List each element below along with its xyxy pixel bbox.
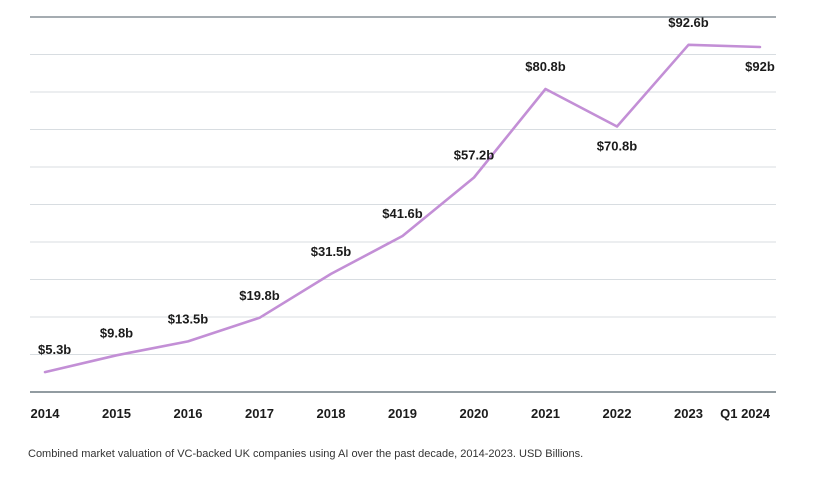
x-tick-labels: 2014 2015 2016 2017 2018 2019 2020 2021 2022 2023…	[31, 406, 771, 421]
data-label: $92.6b	[668, 15, 709, 30]
x-tick-label: 2016	[174, 406, 203, 421]
data-labels: $5.3b $9.8b $13.5b $19.8b $31.5b $41.6b $57.2b…	[38, 15, 775, 357]
data-label: $41.6b	[382, 206, 423, 221]
x-tick-label: 2019	[388, 406, 417, 421]
x-tick-label: 2020	[460, 406, 489, 421]
x-tick-label: 2018	[317, 406, 346, 421]
data-label: $92b	[745, 59, 775, 74]
data-label: $19.8b	[239, 288, 280, 303]
x-tick-label: 2021	[531, 406, 560, 421]
chart-caption: Combined market valuation of VC-backed U…	[28, 448, 584, 460]
line-chart: $5.3b $9.8b $13.5b $19.8b $31.5b $41.6b $57.2b…	[30, 15, 776, 421]
x-tick-label: Q1 2024	[720, 406, 771, 421]
data-label: $70.8b	[597, 139, 638, 154]
x-tick-label: 2015	[102, 406, 131, 421]
x-tick-label: 2017	[245, 406, 274, 421]
data-label: $9.8b	[100, 325, 133, 340]
data-label: $31.5b	[311, 244, 352, 259]
gridlines	[30, 16, 776, 355]
data-label: $80.8b	[525, 59, 566, 74]
data-label: $5.3b	[38, 342, 71, 357]
x-tick-label: 2023	[674, 406, 703, 421]
data-label: $57.2b	[454, 148, 495, 163]
x-tick-label: 2014	[31, 406, 61, 421]
data-label: $13.5b	[168, 311, 209, 326]
x-tick-label: 2022	[603, 406, 632, 421]
series-line-group	[43, 43, 762, 374]
